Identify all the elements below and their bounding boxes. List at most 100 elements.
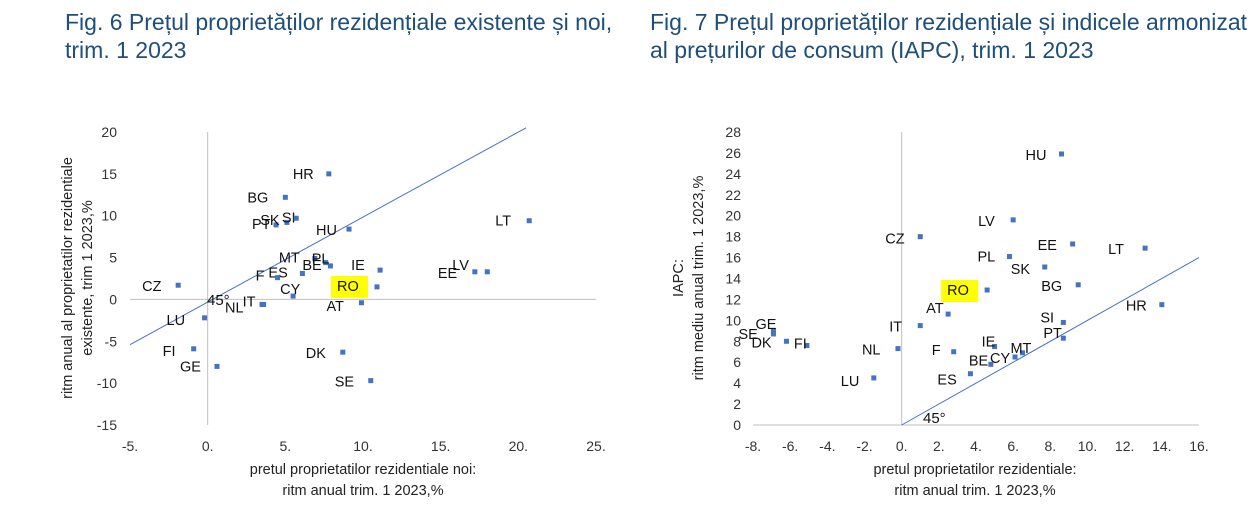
data-point-ge <box>770 328 776 334</box>
point-label-be: BE <box>302 258 322 274</box>
point-label-cz: CZ <box>885 232 904 248</box>
x-tick-label: 25. <box>586 438 605 454</box>
data-point-be <box>988 361 994 367</box>
data-point-mt <box>312 255 318 261</box>
data-point-ro <box>374 284 380 290</box>
y-axis-label: ritm anual al proprietatilor rezidential… <box>60 157 76 399</box>
data-point-lv <box>484 269 490 275</box>
y-axis-label: existente, trim 1 2023,% <box>80 200 96 356</box>
y-axis-label: IAPC: <box>671 259 687 297</box>
x-tick-label: 20. <box>509 438 528 454</box>
data-point-f <box>951 349 957 355</box>
point-label-dk: DK <box>751 335 771 351</box>
data-point-pt <box>273 222 279 228</box>
data-point-es <box>967 371 973 377</box>
x-tick-label: 2. <box>933 438 945 454</box>
y-tick-label: 0 <box>109 291 117 307</box>
data-point-se <box>368 378 374 384</box>
x-tick-label: 5. <box>279 438 291 454</box>
point-label-lv: LV <box>452 258 469 274</box>
y-tick-label: -10 <box>97 375 117 391</box>
figure-6-scatter-chart: 20 15 10 5 0 -5 -10 -15 -5. 0. 5. 10. 15. 20. 25. pretu… <box>60 124 606 499</box>
data-point-ee <box>1070 241 1076 247</box>
y-tick-label: 14 <box>725 271 741 287</box>
point-label-sk: SK <box>1011 262 1031 278</box>
x-tick-label: -4. <box>819 438 835 454</box>
x-tick-label: -5. <box>122 438 138 454</box>
y-tick-label: 16 <box>725 250 741 266</box>
data-point-f <box>275 275 281 281</box>
data-point-fi <box>804 342 810 348</box>
point-label-bg: BG <box>247 190 268 206</box>
x-tick-label: 0. <box>896 438 908 454</box>
data-point-at <box>945 311 951 317</box>
data-point-at <box>358 300 364 306</box>
point-label-ge: GE <box>180 359 201 375</box>
y-tick-label: -15 <box>97 417 117 433</box>
point-label-lt: LT <box>1108 242 1124 258</box>
data-point-nl <box>895 346 901 352</box>
x-tick-label: 0. <box>202 438 214 454</box>
data-point-ie <box>992 344 998 350</box>
point-label-ie: IE <box>982 335 996 351</box>
highlight-box <box>330 275 368 298</box>
point-label-hu: HU <box>316 223 337 239</box>
data-point-lt <box>526 218 532 224</box>
y-tick-label: 28 <box>725 124 741 140</box>
data-point-bg <box>282 194 288 200</box>
point-label-si: SI <box>1040 310 1054 326</box>
x-tick-label: -2. <box>856 438 872 454</box>
data-point-pt <box>1060 335 1066 341</box>
point-label-ie: IE <box>351 258 365 274</box>
point-label-nl: NL <box>862 343 881 359</box>
x-tick-label: 4. <box>970 438 982 454</box>
x-tick-label: 10. <box>353 438 372 454</box>
y-tick-label: 20 <box>725 208 741 224</box>
data-point-cz <box>917 234 923 240</box>
data-point-cy <box>1012 354 1018 360</box>
point-label-se: SE <box>738 327 758 343</box>
point-label-nl: NL <box>225 300 244 316</box>
x-tick-label: 15. <box>431 438 450 454</box>
data-point-nl <box>259 301 265 307</box>
point-label-pl: PL <box>312 252 330 268</box>
y-tick-label: 12 <box>725 291 741 307</box>
data-point-mt <box>1019 350 1025 356</box>
y-tick-label: 22 <box>725 187 741 203</box>
point-label-fi: FI <box>163 344 176 360</box>
point-label-es: ES <box>937 373 956 389</box>
x-tick-label: 8. <box>1044 438 1056 454</box>
data-point-sk <box>1042 264 1048 270</box>
x-tick-label: -6. <box>782 438 798 454</box>
data-point-ro <box>984 287 990 293</box>
point-label-cz: CZ <box>142 279 161 295</box>
data-point-hu <box>1058 151 1064 157</box>
y-tick-label: -5 <box>105 333 118 349</box>
point-label-at: AT <box>326 299 344 315</box>
point-label-ro: RO <box>337 279 359 295</box>
x-axis-label: ritm anual trim. 1 2023,% <box>282 483 443 499</box>
y-tick-label: 6 <box>733 354 741 370</box>
y-tick-label: 26 <box>725 145 741 161</box>
point-label-mt: MT <box>279 250 300 266</box>
point-label-at: AT <box>926 301 944 317</box>
data-point-ee <box>472 269 478 275</box>
point-label-si: SI <box>282 210 296 226</box>
y-tick-label: 5 <box>109 250 117 266</box>
point-label-dk: DK <box>306 346 326 362</box>
y-tick-label: 10 <box>725 312 741 328</box>
data-point-it <box>917 323 923 329</box>
point-label-es: ES <box>268 265 287 281</box>
y-tick-label: 8 <box>733 333 741 349</box>
y-axis-label: ritm mediu anual trim. 1 2023,% <box>691 176 707 381</box>
point-label-cy: CY <box>990 351 1010 367</box>
point-label-ge: GE <box>755 317 776 333</box>
y-tick-label: 15 <box>101 166 117 182</box>
point-label-lu: LU <box>167 313 186 329</box>
y-tick-label: 0 <box>733 417 741 433</box>
data-point-be <box>327 263 333 269</box>
y-tick-label: 20 <box>101 124 117 140</box>
data-point-cz <box>175 282 181 288</box>
data-point-hr <box>326 171 332 177</box>
data-point-pl <box>1006 254 1012 260</box>
